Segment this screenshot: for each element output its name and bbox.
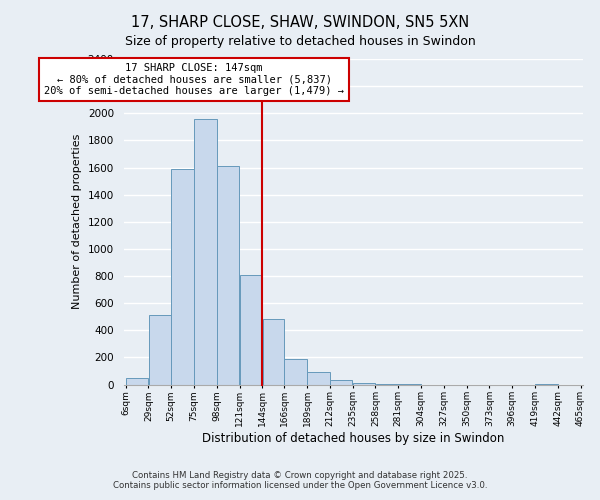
Bar	[126, 378, 148, 384]
Bar	[284, 358, 307, 384]
Bar	[172, 169, 194, 384]
X-axis label: Distribution of detached houses by size in Swindon: Distribution of detached houses by size …	[202, 432, 504, 445]
Text: 17 SHARP CLOSE: 147sqm
← 80% of detached houses are smaller (5,837)
20% of semi-: 17 SHARP CLOSE: 147sqm ← 80% of detached…	[44, 63, 344, 96]
Bar	[330, 380, 352, 384]
Text: 17, SHARP CLOSE, SHAW, SWINDON, SN5 5XN: 17, SHARP CLOSE, SHAW, SWINDON, SN5 5XN	[131, 15, 469, 30]
Text: Size of property relative to detached houses in Swindon: Size of property relative to detached ho…	[125, 35, 475, 48]
Bar	[217, 166, 239, 384]
Bar	[263, 320, 284, 384]
Y-axis label: Number of detached properties: Number of detached properties	[72, 134, 82, 310]
Bar	[353, 383, 375, 384]
Bar	[194, 118, 217, 384]
Bar	[307, 372, 329, 384]
Bar	[240, 274, 262, 384]
Text: Contains HM Land Registry data © Crown copyright and database right 2025.
Contai: Contains HM Land Registry data © Crown c…	[113, 470, 487, 490]
Bar	[149, 316, 171, 384]
